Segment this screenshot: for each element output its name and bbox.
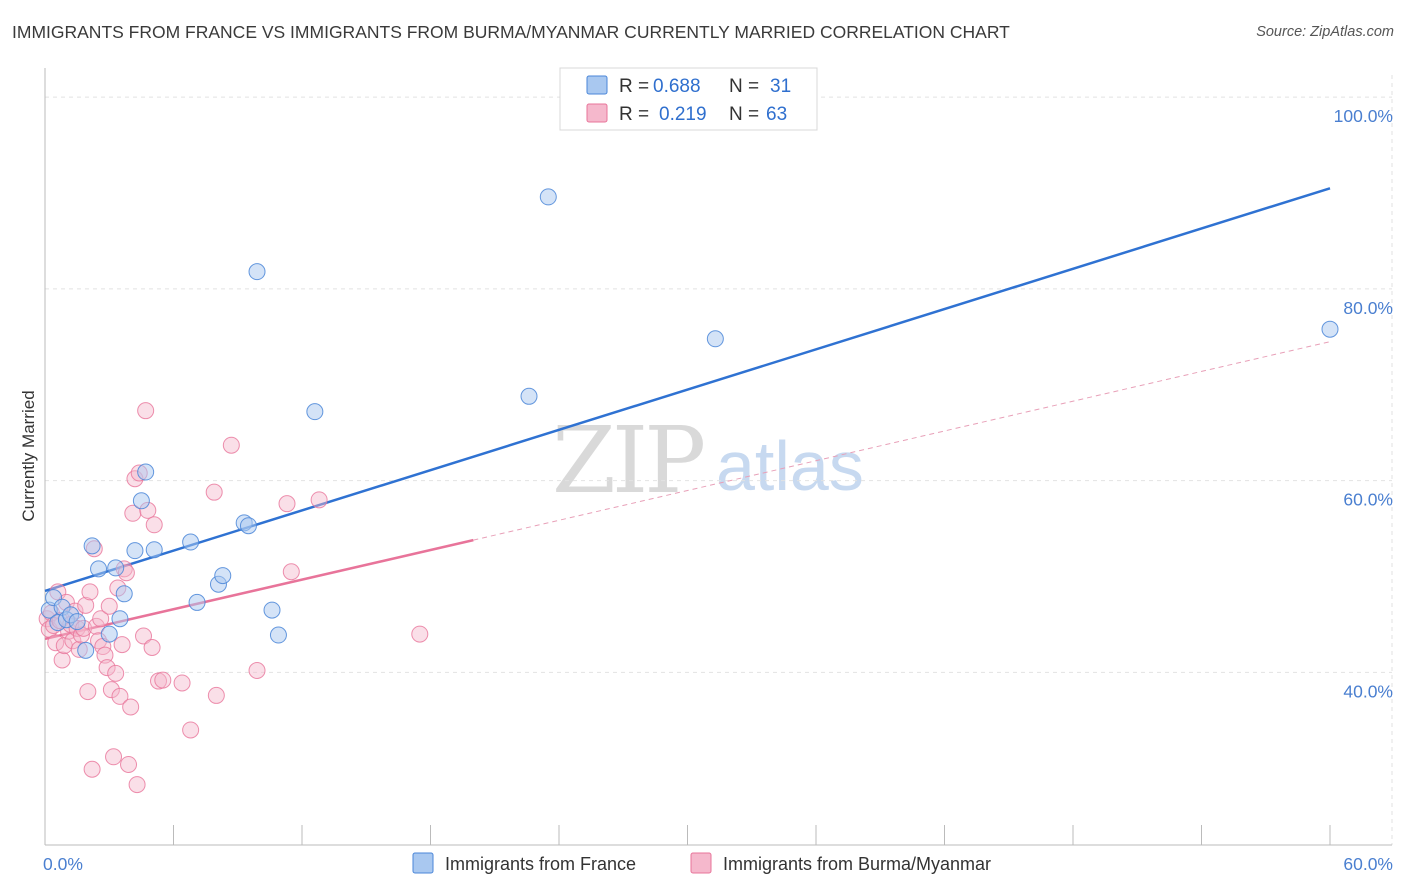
data-point-burma	[87, 617, 105, 635]
data-point-burma	[113, 636, 131, 654]
x-tick-label: 0.0%	[43, 854, 83, 874]
legend-r-value-burma: 0.219	[659, 104, 707, 125]
data-point-france	[263, 601, 281, 619]
data-point-burma	[222, 436, 240, 454]
data-point-france	[100, 625, 118, 643]
data-point-france	[182, 533, 200, 551]
data-point-burma	[411, 625, 429, 643]
bottom-legend-swatch-france	[412, 852, 434, 874]
data-point-france	[145, 541, 163, 559]
y-tick-label: 80.0%	[1343, 298, 1393, 318]
chart-title: IMMIGRANTS FROM FRANCE VS IMMIGRANTS FRO…	[12, 22, 1010, 42]
data-point-france	[539, 188, 557, 206]
data-point-burma	[278, 495, 296, 513]
x-tick-label: 60.0%	[1343, 854, 1393, 874]
data-point-burma	[81, 583, 99, 601]
legend-swatch-france	[586, 75, 608, 95]
data-point-burma	[120, 755, 138, 773]
data-point-france	[111, 610, 129, 628]
legend-n-label-burma: N =	[729, 104, 759, 125]
data-points	[38, 188, 1339, 794]
data-point-burma	[282, 563, 300, 581]
bottom-legend-swatch-burma	[690, 852, 712, 874]
gridlines	[45, 75, 1393, 845]
data-point-france	[132, 492, 150, 510]
data-point-burma	[92, 610, 110, 628]
axes: 40.0% 60.0% 80.0% 100.0% 0.0% 60.0%	[43, 68, 1393, 874]
data-point-burma	[77, 596, 95, 614]
data-point-france	[239, 517, 257, 535]
data-point-france	[126, 542, 144, 560]
legend-r-label-france: R =	[619, 76, 649, 97]
data-point-burma	[137, 402, 155, 420]
data-point-burma	[100, 597, 118, 615]
data-point-france	[214, 567, 232, 585]
y-tick-label: 40.0%	[1343, 681, 1393, 701]
data-point-burma	[102, 681, 120, 699]
data-point-france	[520, 387, 538, 405]
trend-line-burma	[44, 538, 474, 641]
data-point-burma	[98, 659, 116, 677]
y-tick-label: 100.0%	[1334, 106, 1393, 126]
y-tick-label: 60.0%	[1343, 490, 1393, 510]
data-point-burma	[182, 721, 200, 739]
data-point-burma	[122, 698, 140, 716]
bottom-legend-burma: Immigrants from Burma/Myanmar	[723, 854, 991, 874]
data-point-france	[706, 330, 724, 348]
trend-line-burma-extension	[473, 341, 1331, 541]
legend-n-value-burma: 63	[766, 104, 787, 125]
legend-swatch-burma	[586, 103, 608, 123]
data-point-france	[77, 641, 95, 659]
data-point-france	[115, 585, 133, 603]
data-point-burma	[145, 516, 163, 534]
data-point-france	[137, 463, 155, 481]
data-point-burma	[105, 748, 123, 766]
data-point-burma	[83, 760, 101, 778]
data-point-burma	[173, 674, 191, 692]
data-point-france	[68, 613, 86, 631]
legend-r-value-france: 0.688	[653, 76, 701, 97]
top-legend: R = 0.688 N = 31 R = 0.219 N = 63	[559, 67, 818, 131]
data-point-france	[1321, 320, 1339, 338]
data-point-burma	[135, 627, 153, 645]
watermark-zip: ZIP	[552, 407, 703, 514]
data-point-france	[248, 263, 266, 281]
data-point-france	[107, 559, 125, 577]
data-point-burma	[96, 646, 114, 664]
data-point-burma	[143, 638, 161, 656]
watermark-atlas: atlas	[716, 427, 864, 505]
data-point-burma	[79, 683, 97, 701]
data-point-burma	[205, 483, 223, 501]
data-point-burma	[107, 664, 125, 682]
data-point-burma	[53, 651, 71, 669]
data-point-france	[83, 537, 101, 555]
data-point-france	[188, 593, 206, 611]
data-point-france	[306, 403, 324, 421]
data-point-burma	[207, 686, 225, 704]
data-point-burma	[248, 662, 266, 680]
legend-n-value-france: 31	[770, 76, 791, 97]
legend-n-label-france: N =	[729, 76, 759, 97]
bottom-legend-france: Immigrants from France	[445, 854, 636, 874]
legend-r-label-burma: R =	[619, 104, 649, 125]
data-point-burma	[111, 687, 129, 705]
data-point-burma	[128, 776, 146, 794]
data-point-burma	[154, 671, 172, 689]
source-label: Source: ZipAtlas.com	[1256, 24, 1394, 40]
data-point-burma	[310, 491, 328, 509]
y-axis-label: Currently Married	[19, 390, 38, 521]
data-point-france	[269, 626, 287, 644]
trend-line-france	[44, 187, 1331, 593]
bottom-legend: Immigrants from France Immigrants from B…	[412, 852, 991, 874]
data-point-france	[90, 560, 108, 578]
